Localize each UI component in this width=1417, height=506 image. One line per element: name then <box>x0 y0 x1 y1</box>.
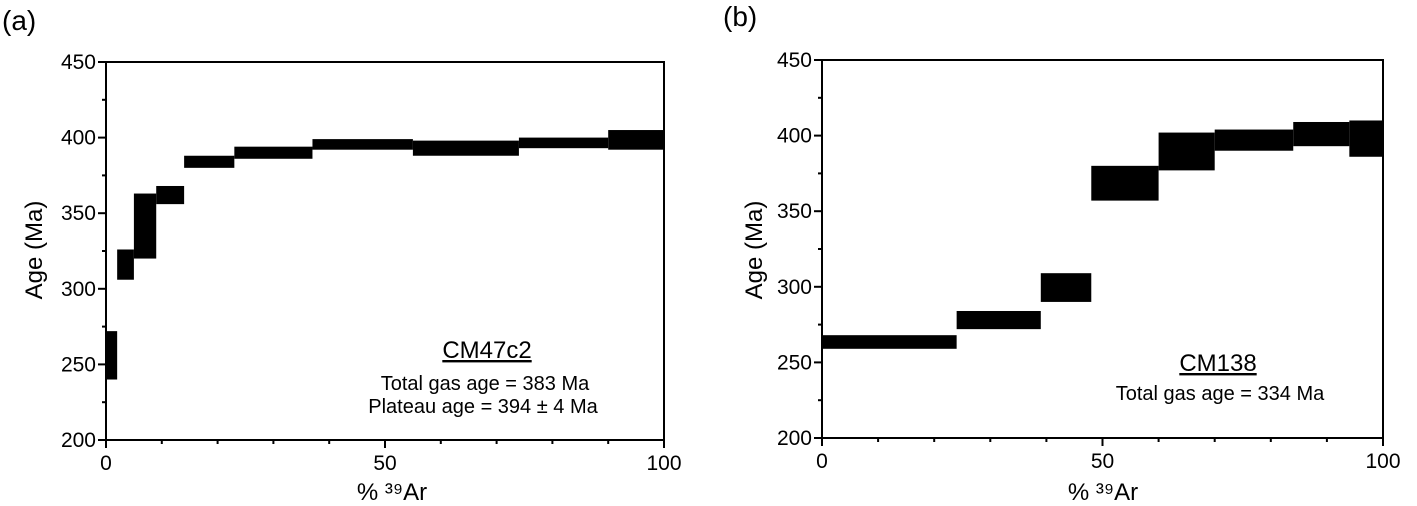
panel-a-age-step <box>106 331 118 380</box>
panel-a-age-step <box>234 146 313 159</box>
panel-b-age-step <box>1040 273 1092 302</box>
panel-b-age-step <box>956 310 1041 330</box>
panel-a-age-step <box>156 185 185 205</box>
panel-a-age-step <box>133 193 157 259</box>
panel-b-y-tick-label: 200 <box>777 427 812 450</box>
panel-b-sample-name: CM138 <box>1179 350 1256 377</box>
panel-a-plot-area: 200 250 300 350 400 450 0 50 100 <box>61 51 682 475</box>
panel-a-y-tick-label: 200 <box>61 429 96 452</box>
panel-b-age-step <box>1214 129 1294 151</box>
panel-a-y-tick-label: 400 <box>61 127 96 150</box>
panel-a-plateau-age: Plateau age = 394 ± 4 Ma <box>368 396 598 418</box>
panel-b-y-tick-label: 250 <box>777 351 812 374</box>
panel-a-age-step <box>518 137 609 149</box>
panel-b-age-step <box>1158 132 1215 171</box>
panel-a-age-step <box>117 249 134 280</box>
panel-b-age-step <box>1349 120 1383 157</box>
panel-b-y-tick-label: 450 <box>777 49 812 72</box>
panel-a-y-tick-label: 450 <box>61 51 96 74</box>
panel-b-x-tick-label: 50 <box>1091 450 1114 473</box>
panel-b-x-tick-label: 100 <box>1365 450 1400 473</box>
panel-a-y-tick-label: 350 <box>61 202 96 225</box>
panel-a-x-axis-title: % ³⁹Ar <box>357 479 427 506</box>
panel-b-x-tick-label: 0 <box>816 450 828 473</box>
panel-b-plot-area: 200 250 300 350 400 450 0 50 100 <box>777 49 1401 473</box>
panel-a-age-step <box>412 140 519 156</box>
panel-a-y-tick-label: 250 <box>61 353 96 376</box>
panel-a-y-tick-label: 300 <box>61 278 96 301</box>
panel-b-y-tick-label: 400 <box>777 125 812 148</box>
panel-a-total-gas-age: Total gas age = 383 Ma <box>381 373 590 395</box>
panel-b-age-step <box>822 335 957 349</box>
panel-a-age-step <box>608 130 664 150</box>
panel-b-age-step <box>1293 121 1350 147</box>
panel-b-label: (b) <box>723 1 757 32</box>
panel-b-axes-frame <box>821 59 1384 439</box>
panel-b-y-tick-label: 350 <box>777 200 812 223</box>
panel-b-y-tick-label: 300 <box>777 276 812 299</box>
panel-a-x-tick-label: 100 <box>646 452 681 475</box>
panel-a-sample-name: CM47c2 <box>442 337 531 364</box>
panel-a-label: (a) <box>2 5 36 36</box>
panel-b-y-axis-title: Age (Ma) <box>741 201 768 300</box>
panel-b-chart: (b) 200 250 300 350 400 450 0 50 100 % ³⁹Ar Age … <box>723 1 1401 506</box>
panel-b-age-step <box>1091 165 1159 201</box>
panel-a-x-tick-label: 0 <box>100 452 112 475</box>
panel-a-chart: (a) 200 250 300 350 400 450 0 50 100 % ³⁹Ar Age … <box>2 5 682 506</box>
panel-b-total-gas-age: Total gas age = 334 Ma <box>1116 383 1325 405</box>
panel-b-x-axis-title: % ³⁹Ar <box>1068 479 1138 506</box>
panel-a-y-axis-title: Age (Ma) <box>21 201 48 300</box>
panel-a-age-step <box>184 155 235 168</box>
panel-a-age-step <box>312 139 413 150</box>
panel-a-x-tick-label: 50 <box>373 452 396 475</box>
